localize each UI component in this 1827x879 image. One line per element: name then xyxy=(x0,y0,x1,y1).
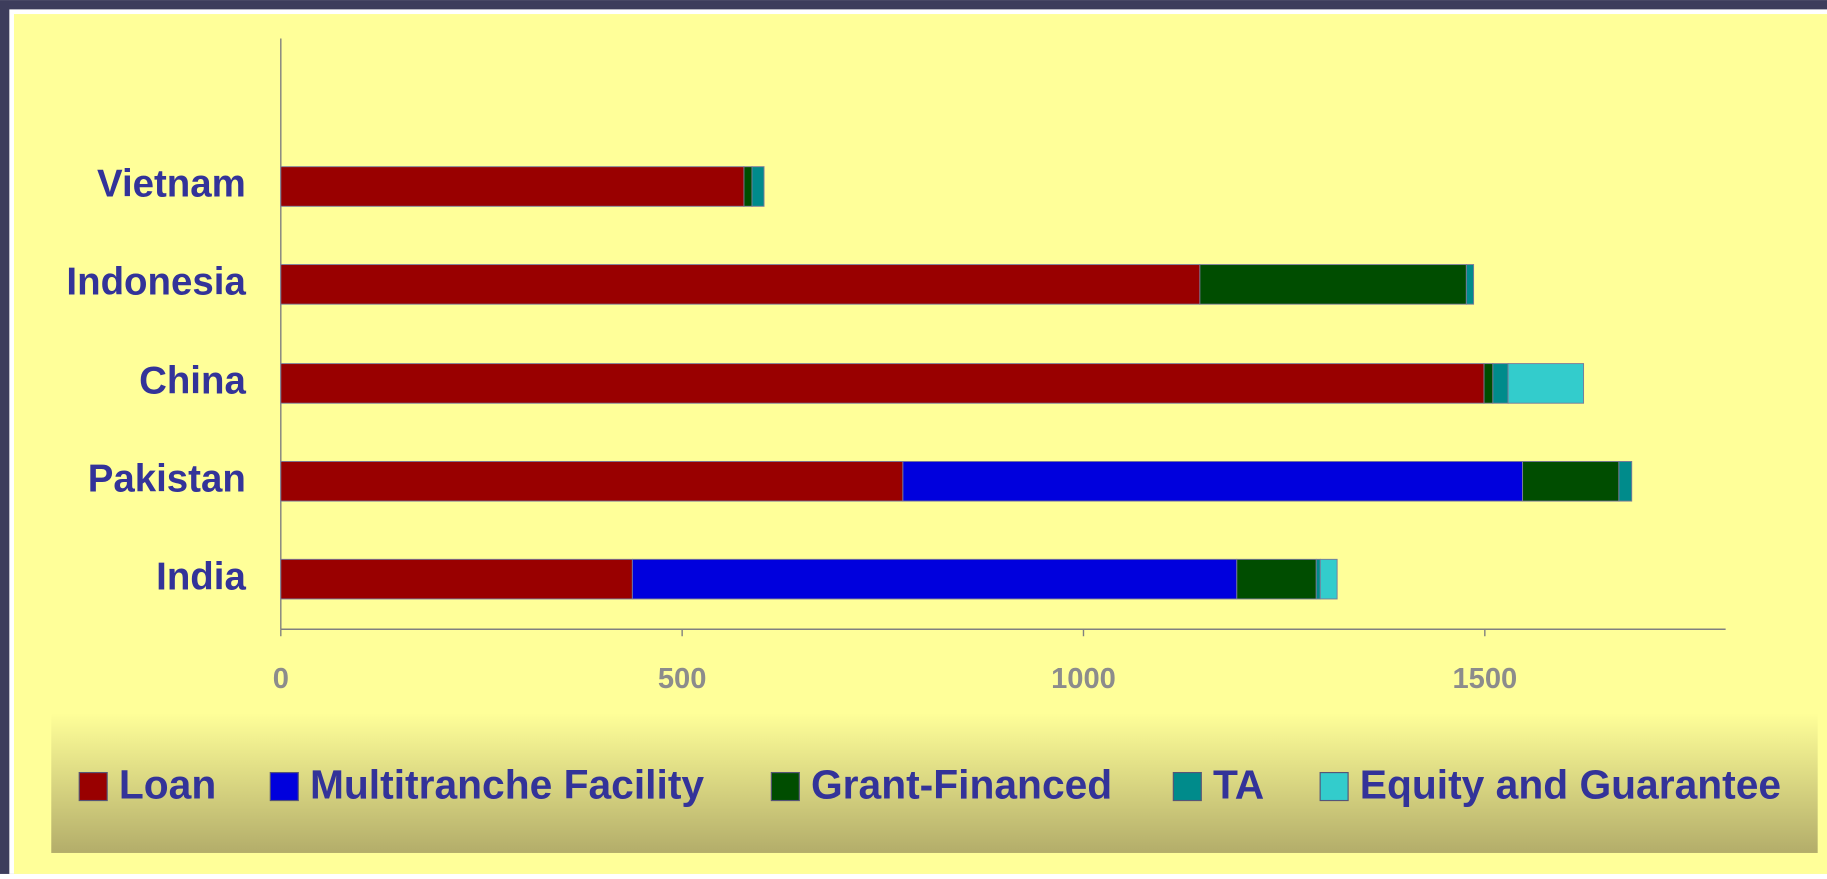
bar-segment xyxy=(902,461,1524,502)
y-tick-label: Pakistan xyxy=(88,457,246,500)
x-tick-label: 1500 xyxy=(1452,663,1517,695)
bar-segment xyxy=(751,166,765,207)
bar-segment xyxy=(1315,558,1321,600)
bar-segment xyxy=(1522,461,1620,502)
bar-segment xyxy=(1199,264,1467,305)
bar-segment xyxy=(280,166,745,207)
legend-label: TA xyxy=(1213,761,1264,807)
legend-label: Multitranche Facility xyxy=(310,761,704,807)
bar-segment xyxy=(631,558,1238,600)
legend-label: Loan xyxy=(119,761,216,807)
bar-segment xyxy=(1465,264,1475,305)
bar-segment xyxy=(1483,363,1494,404)
legend-swatch xyxy=(269,771,299,802)
bar-segment xyxy=(280,363,1485,404)
bar-segment xyxy=(1618,461,1633,502)
bar-segment xyxy=(1507,363,1585,404)
legend-band xyxy=(51,713,1818,853)
bar-segment xyxy=(743,166,753,207)
y-tick-label: Vietnam xyxy=(97,163,246,206)
x-tick-label: 500 xyxy=(658,663,707,695)
legend-swatch xyxy=(770,771,800,802)
bar-segment xyxy=(280,264,1201,305)
x-tick-label: 1000 xyxy=(1051,663,1116,695)
y-tick-label: India xyxy=(156,555,246,598)
legend-swatch xyxy=(1319,771,1349,802)
plot: 0 500 1000 1500 India Pakistan China Indonesia V… xyxy=(66,38,1781,807)
bar-segment xyxy=(280,461,904,502)
y-tick-label: Indonesia xyxy=(66,261,246,304)
bar-segment xyxy=(280,558,633,600)
legend-label: Equity and Guarantee xyxy=(1360,761,1781,807)
legend-swatch xyxy=(1172,771,1202,802)
bar-segment xyxy=(1319,558,1338,600)
legend-swatch xyxy=(78,771,108,802)
bar-segment xyxy=(1236,558,1317,600)
y-tick-label: China xyxy=(139,360,246,403)
bar-segment xyxy=(1492,363,1509,404)
legend-label: Grant-Financed xyxy=(811,761,1112,807)
x-tick-label: 0 xyxy=(273,663,289,695)
